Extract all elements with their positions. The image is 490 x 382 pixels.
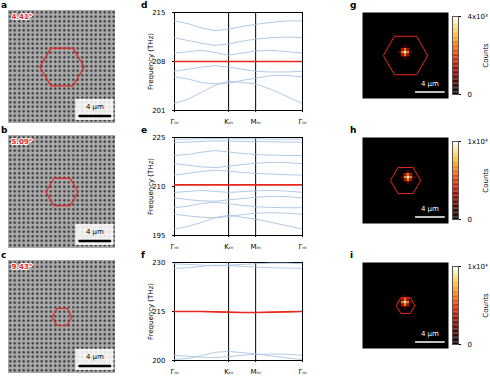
svg-text:Γₘ: Γₘ (170, 368, 178, 376)
svg-text:Γₘ: Γₘ (298, 243, 306, 251)
svg-text:Γₘ: Γₘ (170, 118, 178, 126)
svg-text:Γₘ: Γₘ (170, 243, 178, 251)
html-text:f: f (141, 250, 145, 260)
svg-text:4 μm: 4 μm (86, 103, 104, 111)
svg-text:1x10⁴: 1x10⁴ (468, 263, 489, 271)
svg-text:4x10³: 4x10³ (468, 13, 489, 21)
svg-text:4 μm: 4 μm (421, 330, 439, 338)
svg-text:Counts: Counts (482, 168, 490, 193)
svg-text:4 μm: 4 μm (86, 228, 104, 236)
svg-text:4 μm: 4 μm (421, 205, 439, 213)
html-text:d: d (141, 0, 148, 10)
svg-text:4 μm: 4 μm (86, 353, 104, 361)
svg-text:208: 208 (152, 57, 166, 66)
svg-text:Γₘ: Γₘ (298, 118, 306, 126)
svg-text:Counts: Counts (482, 43, 490, 68)
html-text:h: h (350, 125, 357, 135)
svg-text:Frequency (THz): Frequency (THz) (147, 283, 155, 340)
svg-text:Kₘ: Kₘ (224, 368, 233, 376)
svg-text:0: 0 (468, 216, 472, 224)
svg-text:4 μm: 4 μm (421, 80, 439, 88)
html-text:a: a (1, 0, 8, 10)
svg-text:0: 0 (468, 341, 472, 349)
svg-text:201: 201 (152, 107, 165, 115)
svg-text:Frequency (THz): Frequency (THz) (147, 158, 155, 215)
svg-text:Kₘ: Kₘ (224, 118, 233, 126)
svg-text:Mₘ: Mₘ (250, 243, 260, 251)
svg-text:195: 195 (152, 232, 165, 240)
svg-text:Mₘ: Mₘ (250, 118, 260, 126)
svg-text:5.09°: 5.09° (12, 138, 33, 146)
html-text:g: g (350, 0, 357, 10)
svg-text:230: 230 (152, 259, 165, 267)
svg-text:215: 215 (152, 9, 165, 17)
svg-text:Frequency (THz): Frequency (THz) (147, 33, 155, 90)
svg-text:Mₘ: Mₘ (250, 368, 260, 376)
svg-text:225: 225 (152, 134, 165, 142)
svg-text:Γₘ: Γₘ (298, 368, 306, 376)
svg-text:Counts: Counts (482, 293, 490, 318)
svg-text:215: 215 (152, 307, 166, 316)
html-text:i: i (350, 250, 354, 260)
svg-text:Kₘ: Kₘ (224, 243, 233, 251)
svg-text:1x10⁴: 1x10⁴ (468, 138, 489, 146)
html-text:c: c (1, 250, 7, 260)
html-text:e: e (141, 125, 148, 135)
svg-text:9.43°: 9.43° (12, 263, 33, 271)
svg-text:4.41°: 4.41° (12, 13, 33, 21)
svg-text:210: 210 (152, 182, 166, 191)
html-text:b: b (1, 125, 8, 135)
svg-text:0: 0 (468, 91, 472, 99)
svg-text:200: 200 (152, 357, 165, 365)
